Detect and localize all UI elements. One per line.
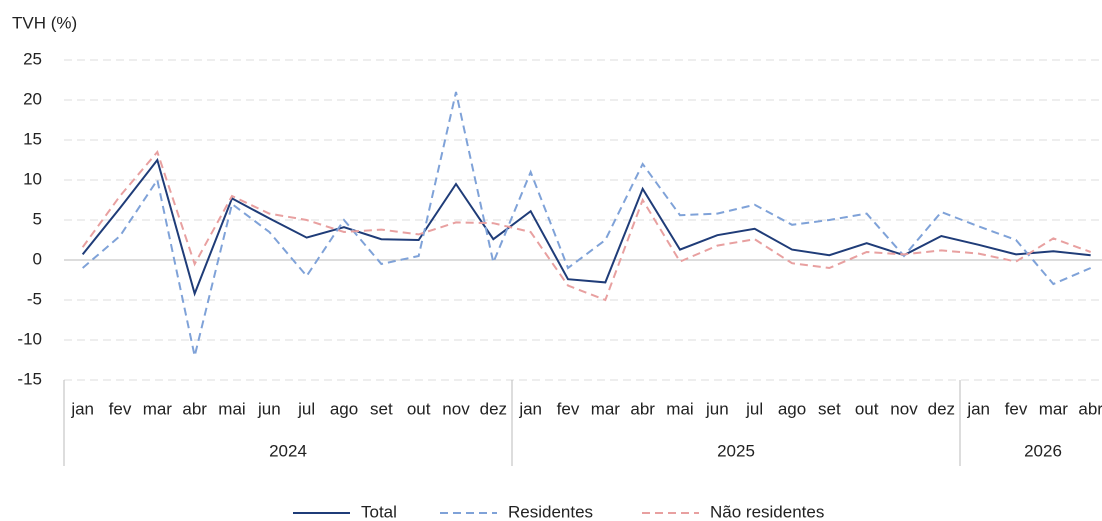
y-tick-label: -5 [27,289,42,308]
x-tick-label: mar [591,399,621,418]
x-tick-label: ago [778,399,806,418]
x-tick-label: dez [928,399,955,418]
legend-label: Total [361,502,397,521]
y-tick-label: 5 [33,209,42,228]
legend-label: Não residentes [710,502,824,521]
x-tick-label: abr [1078,399,1102,418]
x-tick-label: out [407,399,431,418]
group-label: 2025 [717,441,755,460]
x-tick-label: set [370,399,393,418]
x-tick-label: fev [1005,399,1028,418]
x-tick-label: mai [218,399,245,418]
legend-label: Residentes [508,502,593,521]
x-tick-label: abr [630,399,655,418]
x-tick-label: set [818,399,841,418]
x-tick-label: jan [518,399,542,418]
y-tick-label: 20 [23,89,42,108]
x-tick-label: mar [1039,399,1069,418]
series-line [81,157,1091,297]
group-label: 2026 [1024,441,1062,460]
x-tick-label: fev [109,399,132,418]
x-tick-label: nov [442,399,470,418]
x-tick-label: jan [966,399,990,418]
y-tick-label: 25 [23,49,42,68]
x-tick-label: abr [182,399,207,418]
x-tick-label: jul [297,399,315,418]
x-tick-label: out [855,399,879,418]
series-line [81,149,1092,302]
x-tick-label: ago [330,399,358,418]
y-axis-label: TVH (%) [12,13,77,32]
x-tick-label: jan [70,399,94,418]
x-tick-label: dez [480,399,507,418]
x-tick-label: fev [557,399,580,418]
y-tick-label: -15 [17,369,42,388]
x-tick-label: jun [705,399,729,418]
x-tick-label: mar [143,399,173,418]
x-tick-label: jul [745,399,763,418]
y-tick-label: 10 [23,169,42,188]
series-line [82,91,1092,357]
x-tick-label: nov [890,399,918,418]
x-tick-label: jun [257,399,281,418]
x-tick-label: mai [666,399,693,418]
y-tick-label: -10 [17,329,42,348]
group-label: 2024 [269,441,307,460]
y-tick-label: 0 [33,249,42,268]
y-tick-label: 15 [23,129,42,148]
